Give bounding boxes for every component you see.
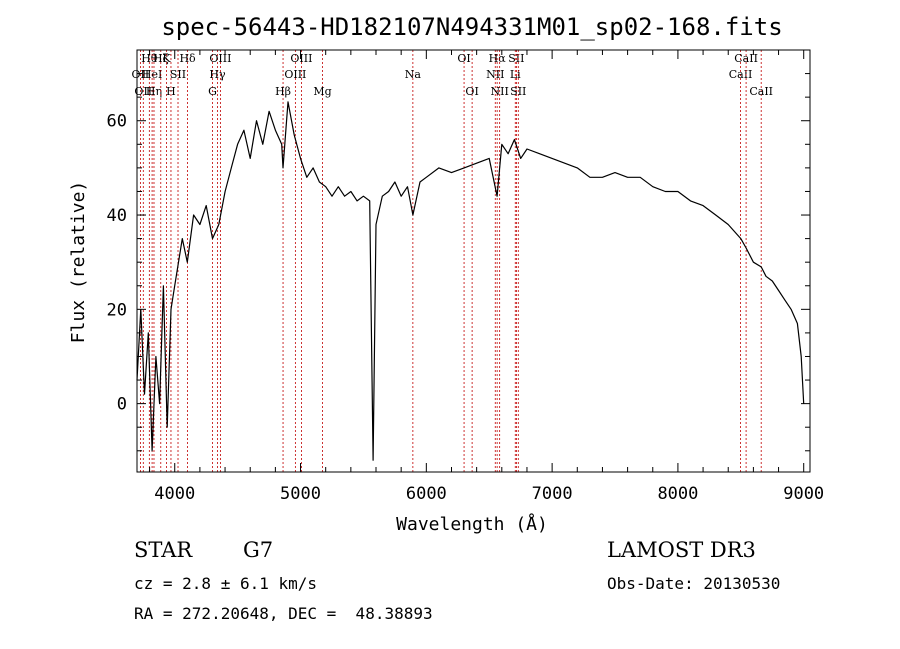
- plot-frame: [136, 49, 811, 473]
- x-tick-label: 7000: [532, 484, 573, 504]
- line-mark-label: K: [162, 52, 171, 65]
- line-mark-label: Hγ: [209, 68, 226, 81]
- line-mark-label: Hβ: [275, 85, 291, 98]
- object-class: STAR: [134, 538, 193, 562]
- obs-date: Obs-Date: 20130530: [607, 574, 781, 593]
- cz-value: cz = 2.8 ± 6.1 km/s: [134, 574, 318, 593]
- line-mark-label: OI: [465, 85, 478, 98]
- line-mark-label: SII: [510, 85, 526, 98]
- x-tick-label: 6000: [406, 484, 447, 504]
- x-tick-label: 8000: [657, 484, 698, 504]
- line-mark-label: OI: [457, 52, 470, 65]
- y-tick-label: 0: [117, 395, 127, 415]
- line-mark-label: CaII: [749, 85, 773, 98]
- line-mark-label: OII: [134, 85, 152, 98]
- line-mark-label: H: [166, 85, 176, 98]
- line-mark-label: OIII: [284, 68, 306, 81]
- line-mark-label: OIII: [290, 52, 312, 65]
- line-mark-label: Hζ: [153, 52, 169, 65]
- line-mark-label: Li: [510, 68, 521, 81]
- survey-name: LAMOST DR3: [607, 538, 756, 562]
- line-mark-label: G: [208, 85, 217, 98]
- y-tick-label: 20: [107, 300, 127, 320]
- line-mark-label: Mg: [313, 85, 331, 98]
- line-marks: OIIOIIHθHeIHηHζKHSIIHδGHγOIIIHβOIIIOIIIM…: [132, 50, 773, 472]
- line-mark-label: HeI: [142, 68, 162, 81]
- x-tick-label: 9000: [783, 484, 824, 504]
- x-axis: 4000 5000 6000 7000 8000 9000: [149, 50, 824, 504]
- line-mark-label: Hη: [146, 85, 162, 98]
- spectrum-layer: [136, 101, 805, 461]
- x-axis-label: Wavelength (Å): [396, 513, 548, 535]
- line-mark-label: OIII: [209, 52, 231, 65]
- spectrum-series: [136, 101, 805, 461]
- line-mark-label: NII: [491, 85, 509, 98]
- y-axis: 0 20 40 60: [107, 73, 810, 452]
- y-axis-label: Flux (relative): [68, 181, 89, 344]
- x-tick-label: 5000: [280, 484, 321, 504]
- ra-dec: RA = 272.20648, DEC = 48.38893: [134, 604, 433, 623]
- line-mark-label: NII: [486, 68, 504, 81]
- chart-title: spec-56443-HD182107N494331M01_sp02-168.f…: [161, 13, 782, 41]
- y-tick-label: 60: [107, 112, 127, 132]
- x-tick-label: 4000: [154, 484, 195, 504]
- line-mark-label: Hα: [489, 52, 507, 65]
- line-mark-label: CaII: [729, 68, 753, 81]
- line-mark-label: Hδ: [179, 52, 196, 65]
- y-tick-label: 40: [107, 206, 127, 226]
- line-mark-label: SII: [170, 68, 186, 81]
- line-mark-label: OII: [132, 68, 150, 81]
- line-mark-label: SII: [508, 52, 524, 65]
- line-mark-label: CaII: [734, 52, 758, 65]
- subclass: G7: [243, 538, 274, 562]
- line-mark-label: Na: [405, 68, 422, 81]
